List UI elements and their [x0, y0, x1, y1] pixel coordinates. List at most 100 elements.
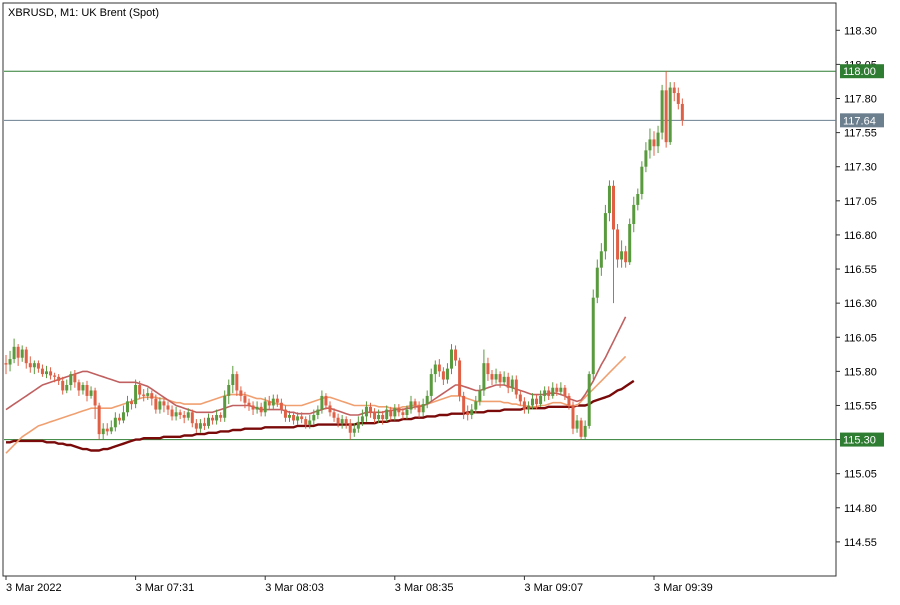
candle-bear [616, 229, 620, 260]
candle-bull [81, 385, 85, 391]
candle-bull [648, 139, 652, 151]
y-tick-label: 118.30 [844, 25, 877, 37]
candle-bull [583, 425, 587, 437]
y-tick-label: 114.80 [844, 503, 877, 515]
x-tick-label: 3 Mar 08:35 [395, 582, 454, 594]
candle-bear [579, 420, 583, 437]
candle-bear [219, 415, 223, 418]
candle-bull [288, 415, 291, 418]
candle-bull [12, 346, 16, 360]
candle-bear [105, 428, 109, 432]
candle-bear [466, 412, 470, 416]
level-tag-115.30 [840, 432, 884, 447]
candle-bull [640, 166, 644, 194]
candle-bull [227, 385, 231, 396]
level-tag-118.00 [840, 64, 884, 79]
candle-bear [458, 360, 462, 396]
candle-bull [352, 428, 356, 433]
candle-bull [393, 408, 397, 417]
candle-bull [308, 420, 312, 425]
candle-bear [292, 415, 296, 421]
candle-bull [543, 390, 547, 396]
candle-bear [24, 349, 28, 364]
candle-bear [462, 395, 466, 413]
candle-bull [385, 409, 389, 420]
candle-bear [401, 412, 405, 416]
candle-bear [259, 406, 263, 413]
ma-mid-line [5, 355, 627, 454]
y-tick-label: 117.30 [844, 162, 877, 174]
candle-bull [223, 395, 227, 418]
candle-bull [636, 194, 640, 205]
candle-bear [373, 412, 377, 420]
candles[interactable] [4, 71, 684, 440]
candle-bull [421, 404, 425, 413]
candle-bull [644, 150, 648, 167]
candle-bull [409, 401, 413, 410]
candle-bear [57, 376, 61, 381]
candle-bear [490, 374, 494, 380]
candle-bull [599, 251, 603, 268]
candle-bear [36, 363, 40, 369]
y-tick-label: 116.80 [844, 230, 877, 242]
candle-bull [494, 374, 498, 380]
y-tick-label: 117.80 [844, 94, 877, 106]
candle-bull [425, 395, 429, 405]
candle-bear [182, 415, 186, 418]
candle-bear [166, 405, 170, 410]
level-labels: 118.00 117.64 115.30 [840, 64, 884, 447]
candle-bull [207, 417, 210, 426]
candle-bull [65, 385, 69, 391]
candle-bull [215, 415, 219, 421]
candle-bear [498, 374, 502, 383]
candle-bear [300, 416, 304, 420]
candle-bull [316, 409, 320, 416]
candle-bear [486, 363, 490, 375]
candle-bear [283, 409, 287, 418]
candle-bear [547, 390, 551, 396]
candle-bear [170, 409, 174, 417]
candle-bull [231, 374, 235, 385]
candle-bear [336, 417, 340, 424]
candle-bull [660, 90, 664, 133]
candle-bear [190, 412, 194, 424]
candle-bull [474, 401, 478, 410]
x-tick-label: 3 Mar 2022 [6, 582, 62, 594]
candle-bull [126, 401, 129, 413]
candle-bull [271, 398, 275, 406]
y-tick-label: 114.55 [844, 537, 877, 549]
x-tick-label: 3 Mar 07:31 [136, 582, 195, 594]
price-axis: 114.55 114.80 115.05 115.30 115.55 115.80 116.… [836, 25, 877, 549]
level-label-118.00: 118.00 [843, 66, 876, 78]
candle-bull [186, 412, 190, 418]
candle-bear [239, 390, 243, 396]
candle-bear [514, 379, 518, 395]
candle-bear [664, 90, 668, 143]
ma-fast-line [5, 316, 627, 416]
level-label-117.64: 117.64 [843, 115, 876, 127]
candle-bear [142, 394, 146, 396]
chart-title: XBRUSD, M1: UK Brent (Spot) [8, 7, 159, 19]
candle-bear [612, 185, 615, 230]
candle-bull [502, 376, 506, 383]
candle-bear [389, 409, 393, 417]
candle-bear [154, 398, 158, 410]
candle-bull [296, 416, 300, 421]
y-tick-label: 115.05 [844, 469, 877, 481]
candle-bear [162, 401, 166, 406]
candle-bear [77, 382, 81, 391]
candle-bear [348, 423, 352, 433]
y-tick-label: 116.30 [844, 298, 877, 310]
candle-bull [607, 185, 611, 214]
candle-bull [360, 416, 364, 422]
candle-bear [243, 395, 247, 403]
candle-bear [138, 385, 142, 395]
candle-bear [49, 371, 53, 376]
candle-bull [198, 423, 202, 429]
candle-bear [652, 139, 656, 147]
candle-bear [441, 371, 445, 380]
candle-bull [134, 385, 138, 405]
candle-bull [340, 419, 344, 424]
candle-bear [413, 401, 417, 406]
candle-bear [381, 415, 385, 420]
